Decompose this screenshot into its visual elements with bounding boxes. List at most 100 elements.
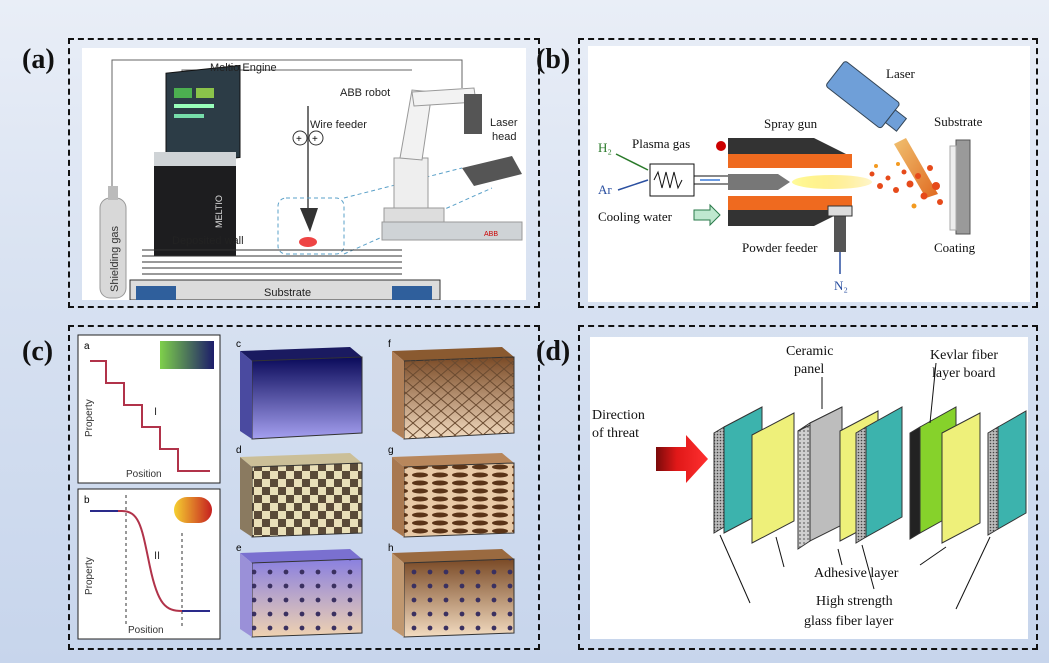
panel-d-label: (d) (536, 336, 571, 367)
panel-b-figure: Laser Spray gun Plasma gas H₂ Ar Cooling… (588, 46, 1030, 302)
n2-label: N₂ (834, 278, 848, 293)
plot-a-letter: a (84, 341, 90, 352)
feed-roller-2 (308, 130, 324, 146)
plot-a-ylabel: Property (84, 399, 95, 437)
laser-beam (894, 138, 938, 198)
adhesive-leader-2 (837, 548, 843, 566)
graded-material-figure: a I Property Position b II Property Posi… (77, 334, 515, 640)
block-g-letter: g (388, 445, 394, 456)
glass-fiber-layer-2 (855, 406, 903, 544)
coating-label: Coating (934, 240, 976, 255)
adhesive-layer-1 (751, 412, 795, 544)
cathode (728, 174, 790, 190)
laser-head-label-1: Laser (490, 117, 518, 129)
nozzle (300, 208, 318, 232)
ar-arrow (617, 179, 649, 191)
block-e (240, 549, 363, 638)
block-g (392, 453, 515, 538)
laser-head (826, 61, 908, 132)
direction-label-2: of threat (592, 426, 639, 441)
powder-feeder (834, 214, 846, 252)
gas-coil (653, 170, 683, 190)
panel-d-figure: Direction of threat (590, 337, 1028, 639)
armor-layers-diagram: Direction of threat (592, 344, 1027, 629)
plasma-gas-label: Plasma gas (632, 136, 690, 151)
plot-b-ylabel: Property (84, 557, 95, 595)
screen-content (174, 88, 214, 118)
plot-a-gradient-swatch (160, 341, 214, 369)
block-c-letter: c (236, 339, 241, 350)
zoom-line-1 (343, 167, 463, 199)
zoom-line-2 (343, 187, 493, 255)
coating-layer (949, 145, 957, 231)
adhesive-layer-3 (941, 412, 981, 544)
panel-a-label: (a) (22, 44, 55, 75)
plot-b-sigmoid-curve (90, 510, 210, 612)
substrate-label: Substrate (264, 287, 311, 299)
clamp-left (136, 286, 176, 300)
plot-a-step-curve (90, 360, 210, 472)
ar-label: Ar (598, 182, 612, 197)
melt-pool (299, 237, 317, 247)
plot-a-xlabel: Position (126, 469, 162, 480)
block-c (240, 347, 363, 440)
panel-a-figure: Shielding gas MELTIO Meltio Engine Wire … (82, 48, 526, 301)
additive-manufacturing-diagram: Shielding gas MELTIO Meltio Engine Wire … (99, 59, 523, 301)
panel-c-label: (c) (22, 336, 54, 367)
abb-robot-label: ABB robot (340, 87, 390, 99)
ceramic-panel (797, 406, 843, 550)
block-h (392, 549, 515, 638)
panel-c: a I Property Position b II Property Posi… (68, 325, 540, 650)
panel-b-label: (b) (536, 44, 571, 75)
clamp-right (392, 286, 432, 300)
robot-arm: ABB (381, 87, 523, 241)
block-f (392, 347, 515, 440)
engine-cabinet (154, 160, 236, 256)
block-h-letter: h (388, 543, 394, 554)
block-d (240, 453, 363, 538)
meltio-engine-label: Meltio Engine (210, 62, 277, 74)
direction-label-1: Direction (592, 408, 645, 423)
spray-gun-label: Spray gun (764, 116, 818, 131)
block-f-letter: f (388, 339, 391, 350)
substrate-b-label: Substrate (934, 114, 983, 129)
panel-d: Direction of threat (578, 325, 1038, 650)
deposited-wall-label: Deposited wall (172, 235, 244, 247)
plasma-flame (792, 175, 872, 189)
gas-line (111, 59, 463, 198)
plasma-spray-diagram: Laser Spray gun Plasma gas H₂ Ar Cooling… (598, 61, 983, 293)
block-d-letter: d (236, 445, 242, 456)
laser-head-label-2: head (492, 131, 516, 143)
plot-b-region-ii: II (154, 550, 160, 562)
glass-leader-1 (719, 534, 751, 604)
h2-arrow (615, 153, 649, 171)
adhesive-leader-1 (775, 536, 785, 568)
electrode-bottom (728, 196, 852, 210)
glass-label-1: High strength (816, 594, 893, 609)
glass-leader-3 (955, 536, 991, 610)
threat-arrow (656, 435, 708, 483)
substrate-plate (955, 139, 971, 235)
glass-fiber-layer-3 (987, 410, 1027, 536)
laser-label: Laser (886, 66, 916, 81)
abb-brand: ABB (484, 231, 498, 238)
cooling-water-arrow (693, 203, 721, 227)
kevlar-leader (929, 362, 937, 424)
h2-label: H₂ (598, 140, 612, 155)
ceramic-label-1: Ceramic (786, 344, 833, 359)
glass-label-2: glass fiber layer (804, 614, 894, 629)
plot-a-region-i: I (154, 406, 157, 418)
wire-feeder-label: Wire feeder (310, 119, 367, 131)
panel-a: Shielding gas MELTIO Meltio Engine Wire … (68, 38, 540, 308)
meltio-brand: MELTIO (214, 195, 224, 228)
plus-sign-2: + (312, 134, 318, 145)
shielding-gas-label: Shielding gas (109, 225, 121, 292)
ceramic-label-2: panel (794, 362, 824, 377)
glass-leader-2 (861, 544, 875, 590)
powder-feeder-label: Powder feeder (742, 240, 818, 255)
deposition-zone (277, 197, 345, 255)
plus-sign-1: + (296, 134, 302, 145)
gas-valve (108, 186, 118, 200)
plot-b-xlabel: Position (128, 625, 164, 636)
feed-roller-1 (292, 130, 308, 146)
